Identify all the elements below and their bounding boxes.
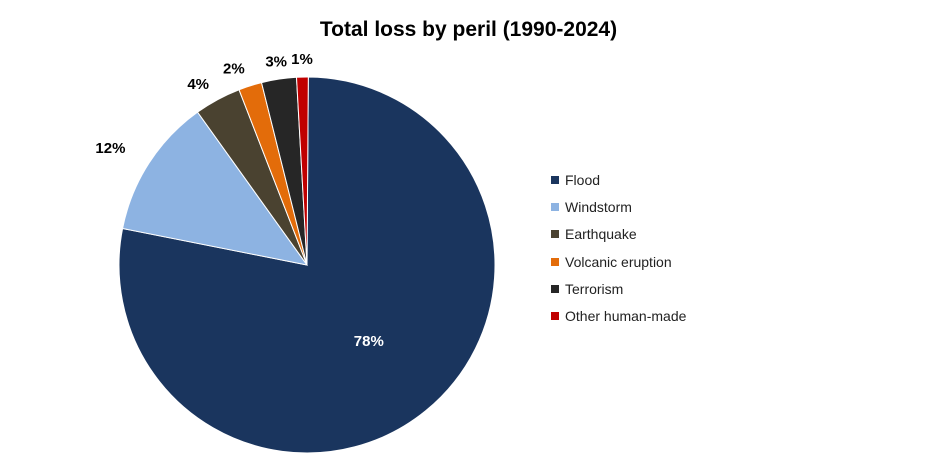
legend-swatch: [551, 312, 559, 321]
legend-item: Other human-made: [551, 302, 686, 329]
legend: Flood Windstorm Earthquake Volcanic eruptio…: [551, 166, 686, 330]
legend-swatch: [551, 175, 559, 184]
legend-item: Earthquake: [551, 221, 686, 248]
chart-title: Total loss by peril (1990-2024): [319, 18, 618, 41]
pie-slice-windstorm: [121, 111, 309, 266]
data-label-volcanic-eruption: 2%: [223, 61, 245, 78]
legend-label: Flood: [565, 171, 601, 188]
legend-label: Earthquake: [565, 226, 637, 243]
data-label-other-human-made: 1%: [291, 51, 313, 68]
data-label-flood: 78%: [354, 333, 384, 350]
data-label-earthquake: 4%: [187, 76, 209, 93]
data-label-windstorm: 12%: [95, 140, 125, 157]
legend-item: Volcanic eruption: [551, 248, 686, 275]
legend-swatch: [551, 257, 559, 266]
data-label-terrorism: 3%: [265, 53, 287, 70]
legend-label: Terrorism: [565, 280, 624, 297]
legend-item: Terrorism: [551, 275, 686, 302]
legend-swatch: [551, 284, 559, 293]
legend-item: Windstorm: [551, 193, 686, 220]
legend-swatch: [551, 230, 559, 239]
legend-label: Other human-made: [565, 308, 687, 325]
legend-label: Windstorm: [565, 198, 632, 215]
legend-swatch: [551, 202, 559, 211]
legend-label: Volcanic eruption: [565, 253, 672, 270]
pie-slice-other-human-made: [295, 76, 309, 266]
legend-item: Flood: [551, 166, 686, 193]
